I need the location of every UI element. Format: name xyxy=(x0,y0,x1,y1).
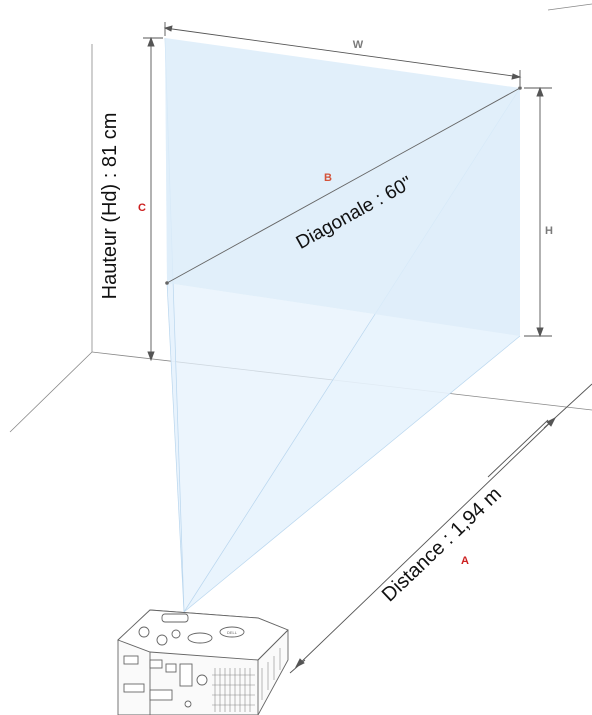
diagonal-line xyxy=(166,87,521,284)
diagonal-end-bottom xyxy=(165,281,169,285)
height-label: H xyxy=(545,225,553,237)
svg-text:DELL: DELL xyxy=(227,630,238,635)
screen-height-letter: C xyxy=(138,202,146,214)
distance-letter: A xyxy=(461,555,469,567)
diagonal-end-top xyxy=(518,86,522,90)
screen-height-text: Hauteur (Hd) : 81 cm xyxy=(99,113,121,300)
distance-text: Distance : 1,94 m xyxy=(378,483,506,606)
distance-dimension xyxy=(289,383,592,674)
projection-screen xyxy=(165,38,520,336)
diagonal-letter: B xyxy=(324,172,332,184)
projector-icon: DELL xyxy=(117,609,289,715)
height-dimension xyxy=(524,86,552,338)
width-label: W xyxy=(353,39,364,51)
screen-height-dimension xyxy=(143,36,163,362)
width-dimension xyxy=(163,22,522,86)
